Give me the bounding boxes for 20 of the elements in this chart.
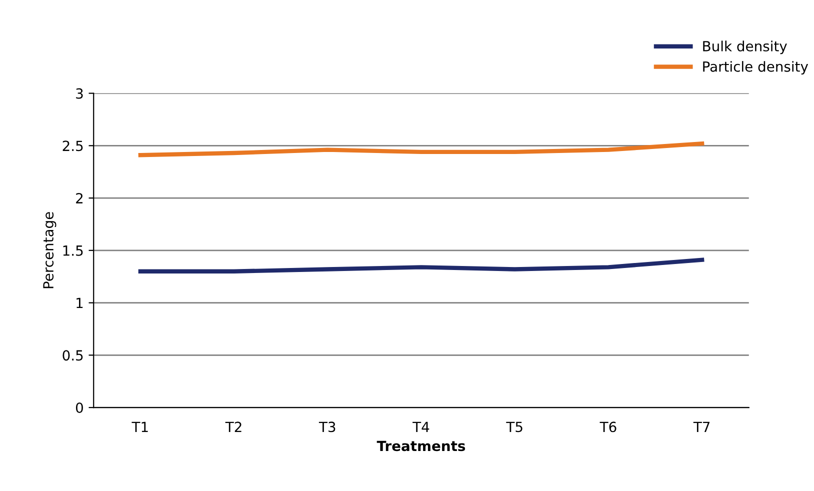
y-tick-label: 2 [76, 193, 82, 204]
x-tick-label: T4 [412, 422, 430, 432]
y-tick-label: 1.5 [63, 246, 83, 256]
x-tick-label: T2 [225, 422, 242, 432]
y-axis-title: Percentage [43, 212, 56, 288]
x-tick-label: T5 [506, 422, 522, 432]
y-tick-label: 0 [76, 402, 83, 414]
x-axis-title: Treatments [376, 440, 466, 452]
x-tick-label: T6 [600, 422, 616, 432]
y-tick-label: 0.5 [62, 350, 83, 361]
y-tick-label: 2.5 [62, 140, 83, 152]
x-tick-label: T3 [318, 422, 336, 432]
x-tick-label: T1 [132, 422, 148, 432]
line-series [138, 141, 704, 158]
x-tick-label: T7 [693, 422, 710, 432]
legend-label: Particle density [703, 61, 808, 75]
y-tick-label: 1 [76, 298, 83, 308]
line-series [138, 258, 704, 274]
legend-label: Bulk density [703, 40, 787, 54]
y-tick-label: 3 [76, 88, 83, 99]
